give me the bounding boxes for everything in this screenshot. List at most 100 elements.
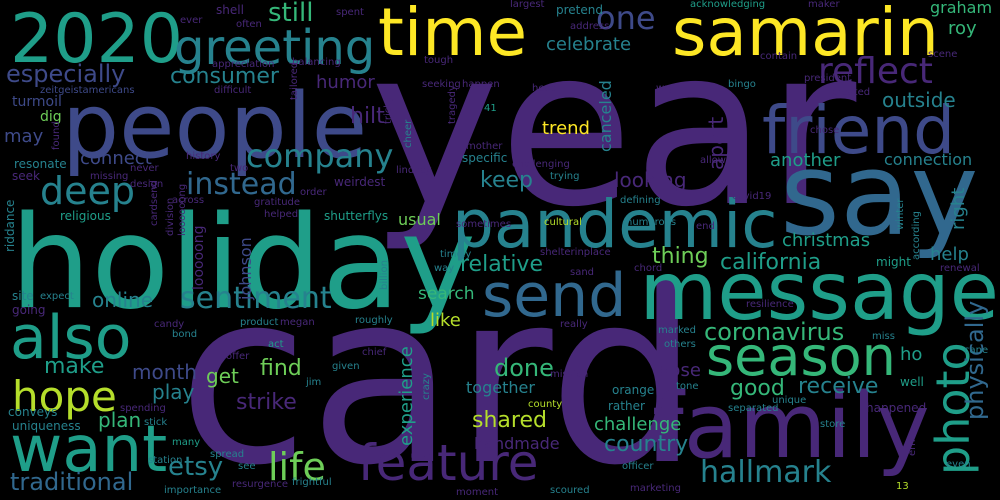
word-specific: specific: [462, 151, 508, 165]
word-resonate: resonate: [14, 157, 67, 171]
word-mission: mission: [550, 369, 589, 380]
word-sometimes: sometimes: [456, 219, 512, 230]
word-ho: ho: [900, 344, 923, 365]
word-president: president: [804, 73, 852, 84]
word-never: never: [130, 163, 159, 174]
word-moment: moment: [456, 487, 499, 498]
word-importance: importance: [164, 485, 222, 496]
word-seek: seek: [12, 169, 40, 183]
word-company: company: [246, 137, 394, 175]
word-cane: cane: [964, 345, 989, 356]
word-season: season: [706, 325, 896, 388]
word-found: found: [51, 121, 62, 150]
word-etsy: etsy: [168, 452, 224, 482]
word-41: 41: [484, 103, 497, 114]
word-sentiment: sentiment: [180, 281, 332, 316]
word-spent: spent: [336, 7, 364, 18]
word-helped: helped: [264, 209, 299, 220]
word-search: search: [418, 284, 475, 304]
word-maker: maker: [808, 0, 840, 10]
word-seeking: seeking: [422, 79, 461, 90]
word-megan: megan: [280, 317, 315, 328]
word-covid19: covid19: [732, 191, 772, 202]
word-christmas: christmas: [782, 230, 871, 251]
word-others: others: [664, 339, 696, 350]
word-chord: chord: [634, 263, 663, 274]
word-tone: tone: [676, 381, 699, 392]
word-store: store: [820, 419, 846, 430]
word-california: california: [720, 250, 822, 275]
word-bond: bond: [172, 329, 198, 340]
word-looooong: looooong: [191, 225, 207, 290]
word-make: make: [44, 354, 105, 379]
word-holiday: holiday: [10, 189, 476, 338]
word-officer: officer: [622, 461, 654, 472]
word-allow: allow: [700, 155, 726, 166]
word-especially: especially: [6, 60, 126, 88]
word-resilience: resilience: [746, 299, 794, 310]
word-connect: connect: [80, 148, 152, 169]
word-unique: unique: [772, 395, 807, 406]
word-strike: strike: [236, 390, 297, 415]
word-numerous: numerous: [626, 217, 677, 228]
word-loooooong: loooooong: [177, 183, 188, 236]
word-candy: candy: [154, 319, 185, 330]
word-way: way: [434, 263, 455, 274]
word-life: life: [268, 445, 326, 489]
word-keep: keep: [480, 168, 533, 193]
word-cheer: cheer: [403, 119, 414, 148]
word-done: done: [494, 354, 554, 382]
word-end: end: [696, 221, 715, 232]
word-friend: friend: [762, 92, 956, 169]
word-say: say: [780, 128, 979, 262]
word-crazy: crazy: [421, 373, 432, 400]
word-rather: rather: [608, 399, 645, 413]
word-samarin: samarin: [672, 0, 939, 71]
word-johnson: johnson: [236, 237, 255, 300]
word-humor: humor: [316, 72, 375, 93]
word-ever: ever: [180, 15, 203, 26]
word-going: going: [12, 303, 46, 317]
word-jim: jim: [306, 377, 322, 388]
word-miss: miss: [872, 331, 895, 342]
word-largest: largest: [510, 0, 545, 10]
word-trend: trend: [542, 118, 590, 139]
word-year: year: [370, 2, 857, 255]
word-shell: shell: [216, 3, 244, 17]
word-separated: separated: [728, 403, 779, 414]
word-scene: scene: [928, 49, 958, 60]
word-month: month: [132, 360, 197, 384]
word-ern: ern: [907, 439, 918, 456]
word-spending: spending: [120, 403, 166, 414]
word-together: together: [466, 378, 535, 397]
word-well: well: [900, 375, 924, 389]
word-coronavirus: coronavirus: [704, 318, 845, 346]
word-handmade: handmade: [474, 434, 560, 453]
word-shelterinplace: shelterinplace: [540, 247, 611, 258]
word-marketing: marketing: [630, 483, 681, 494]
word-outside: outside: [882, 88, 956, 112]
word-chief: chief: [362, 347, 387, 358]
word-chose: chose: [810, 125, 840, 136]
word-relative: relative: [460, 252, 543, 277]
word-like: like: [430, 310, 461, 331]
word-contain: contain: [760, 51, 798, 62]
word-riddance: riddance: [3, 199, 17, 252]
word-billion: billion: [379, 260, 390, 290]
word-cardsend: cardsend: [149, 180, 160, 226]
word-frightful: frightful: [292, 477, 332, 488]
word-pandemic: pandemic: [452, 186, 778, 263]
word-canceled: canceled: [596, 80, 615, 152]
word-message: message: [639, 245, 999, 338]
word-send: send: [482, 261, 627, 331]
word-online: online: [92, 288, 154, 312]
word-looking: looking: [614, 168, 687, 192]
word-balancing: balancing: [292, 57, 341, 68]
word-help: help: [930, 244, 969, 265]
word-across: across: [172, 195, 205, 206]
word-tough: tough: [424, 55, 454, 66]
word-play: play: [152, 380, 195, 404]
word-appreciation: appreciation: [212, 59, 275, 70]
word-uniqueness: uniqueness: [12, 419, 81, 433]
